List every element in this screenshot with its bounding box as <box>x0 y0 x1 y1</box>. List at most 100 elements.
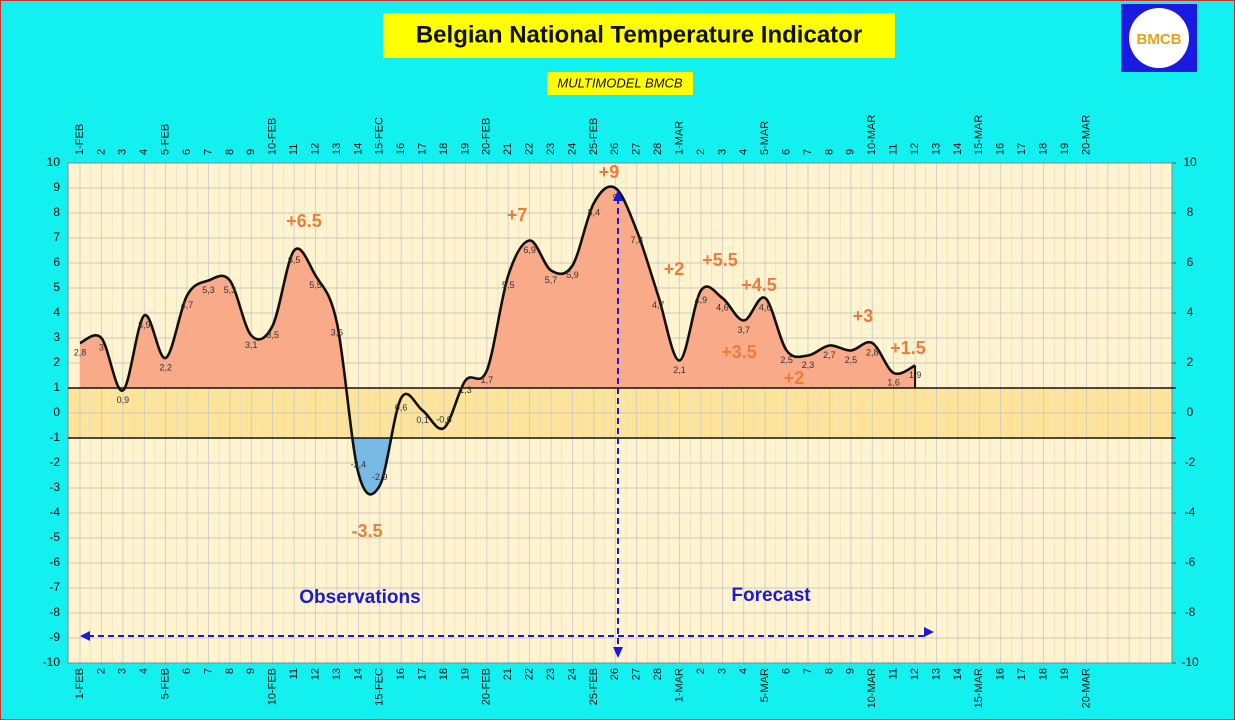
y-tick-label: 1 <box>53 380 60 394</box>
x-tick-label-bottom: 1-FEB <box>74 668 86 699</box>
x-tick-label-top: 3 <box>716 149 728 155</box>
x-tick-label-bottom: 4 <box>738 668 750 674</box>
value-label: 1,7 <box>481 375 494 385</box>
value-label: 4,6 <box>716 302 729 312</box>
x-tick-label-bottom: 20-FEB <box>481 668 493 705</box>
y2-tick-label: -6 <box>1185 555 1196 569</box>
x-tick-label-bottom: 23 <box>545 668 557 680</box>
y2-tick-label: 2 <box>1187 355 1194 369</box>
value-label: 6,5 <box>288 255 301 265</box>
x-tick-label-bottom: 8 <box>224 668 236 674</box>
annotation: +4.5 <box>741 275 777 295</box>
value-label: 5,5 <box>309 280 322 290</box>
x-tick-label-top: 10-FEB <box>267 118 279 155</box>
x-tick-label-bottom: 16 <box>995 668 1007 680</box>
value-label: 5,3 <box>202 285 215 295</box>
x-tick-label-top: 20-FEB <box>481 118 493 155</box>
arrow-head <box>613 190 623 201</box>
annotation: +7 <box>507 205 528 225</box>
x-tick-label-bottom: 11 <box>288 668 300 679</box>
value-label: 3,9 <box>138 320 151 330</box>
y-tick-label: -10 <box>43 655 61 669</box>
y-tick-label: -7 <box>49 580 60 594</box>
value-label: 0,1 <box>416 415 429 425</box>
x-tick-label-bottom: 19 <box>1059 668 1071 680</box>
x-tick-label-top: 9 <box>845 149 857 155</box>
y2-tick-label: 0 <box>1187 405 1194 419</box>
x-tick-label-bottom: 3 <box>716 668 728 674</box>
x-tick-label-top: 18 <box>438 143 450 155</box>
annotation: Forecast <box>731 585 811 606</box>
x-tick-label-top: 24 <box>566 143 578 155</box>
x-tick-label-top: 19 <box>459 143 471 155</box>
arrow-head <box>924 627 934 637</box>
value-label: -2,9 <box>372 472 388 482</box>
y-tick-label: 6 <box>53 255 60 269</box>
x-tick-label-bottom: 13 <box>331 668 343 680</box>
value-label: 2,8 <box>866 347 879 357</box>
value-label: 2,1 <box>673 365 686 375</box>
x-tick-label-bottom: 25-FEB <box>588 668 600 705</box>
x-tick-label-top: 17 <box>1016 143 1028 155</box>
x-tick-label-bottom: 18 <box>1037 668 1049 680</box>
x-tick-label-top: 4 <box>138 149 150 155</box>
x-tick-label-top: 6 <box>181 149 193 155</box>
x-tick-label-bottom: 4 <box>138 668 150 674</box>
value-label: 3 <box>99 342 104 352</box>
annotation: +2 <box>664 259 685 279</box>
x-tick-label-top: 16 <box>995 143 1007 155</box>
x-tick-label-top: 12 <box>309 143 321 155</box>
value-label: 2,5 <box>845 355 858 365</box>
x-tick-label-top: 18 <box>1037 143 1049 155</box>
x-tick-label-bottom: 2 <box>695 668 707 674</box>
x-tick-label-bottom: 21 <box>502 668 514 680</box>
x-tick-label-bottom: 27 <box>631 668 643 680</box>
y2-tick-label: 8 <box>1187 205 1194 219</box>
x-tick-label-top: 8 <box>823 149 835 155</box>
arrow-head <box>80 631 90 641</box>
x-tick-label-bottom: 10-MAR <box>866 668 878 708</box>
y-tick-label: -3 <box>49 480 60 494</box>
value-label: 5,3 <box>224 285 237 295</box>
x-tick-label-bottom: 12 <box>309 668 321 680</box>
value-label: 1,6 <box>887 377 900 387</box>
x-tick-label-top: 9 <box>245 149 257 155</box>
annotation: +3.5 <box>721 342 757 362</box>
value-label: -2,4 <box>351 459 367 469</box>
warm-area <box>80 186 916 388</box>
value-label: 3,1 <box>245 340 258 350</box>
x-tick-label-bottom: 24 <box>566 668 578 680</box>
x-tick-label-top: 15-FEC <box>374 117 386 155</box>
x-tick-label-top: 14 <box>352 143 364 155</box>
x-tick-label-top: 1-MAR <box>673 121 685 155</box>
x-tick-label-top: 11 <box>888 144 900 155</box>
value-label: 1,3 <box>459 385 472 395</box>
y-tick-label: 7 <box>53 230 60 244</box>
value-label: 0,6 <box>395 402 408 412</box>
x-tick-label-bottom: 5-MAR <box>759 668 771 702</box>
x-tick-label-top: 14 <box>952 143 964 155</box>
x-tick-label-bottom: 15-MAR <box>973 668 985 708</box>
y-tick-label: -6 <box>49 555 60 569</box>
y-tick-label: 5 <box>53 280 60 294</box>
y-tick-label: 3 <box>53 330 60 344</box>
x-tick-label-bottom: 1-MAR <box>673 668 685 702</box>
value-label: 8,4 <box>588 207 601 217</box>
value-label: 2,5 <box>780 355 793 365</box>
value-label: 6,9 <box>523 245 536 255</box>
logo-circle <box>1129 8 1189 68</box>
value-label: 5,5 <box>502 280 515 290</box>
annotation: +9 <box>599 162 620 182</box>
annotation: +3 <box>853 306 874 326</box>
x-tick-label-top: 17 <box>416 143 428 155</box>
arrow-head <box>613 647 623 658</box>
value-label: 3,5 <box>266 330 279 340</box>
value-label: 2,3 <box>802 360 815 370</box>
x-tick-label-bottom: 2 <box>95 668 107 674</box>
x-tick-label-top: 12 <box>909 143 921 155</box>
x-tick-label-bottom: 18 <box>438 668 450 680</box>
x-tick-label-bottom: 7 <box>202 668 214 674</box>
x-tick-label-bottom: 12 <box>909 668 921 680</box>
x-tick-label-top: 4 <box>738 149 750 155</box>
